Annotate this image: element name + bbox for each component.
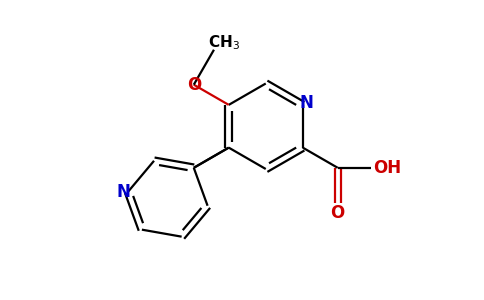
Text: O: O	[187, 76, 201, 94]
Text: CH$_3$: CH$_3$	[209, 33, 241, 52]
Text: N: N	[116, 183, 130, 201]
Text: OH: OH	[374, 159, 402, 177]
Text: N: N	[300, 94, 314, 112]
Text: O: O	[331, 204, 345, 222]
